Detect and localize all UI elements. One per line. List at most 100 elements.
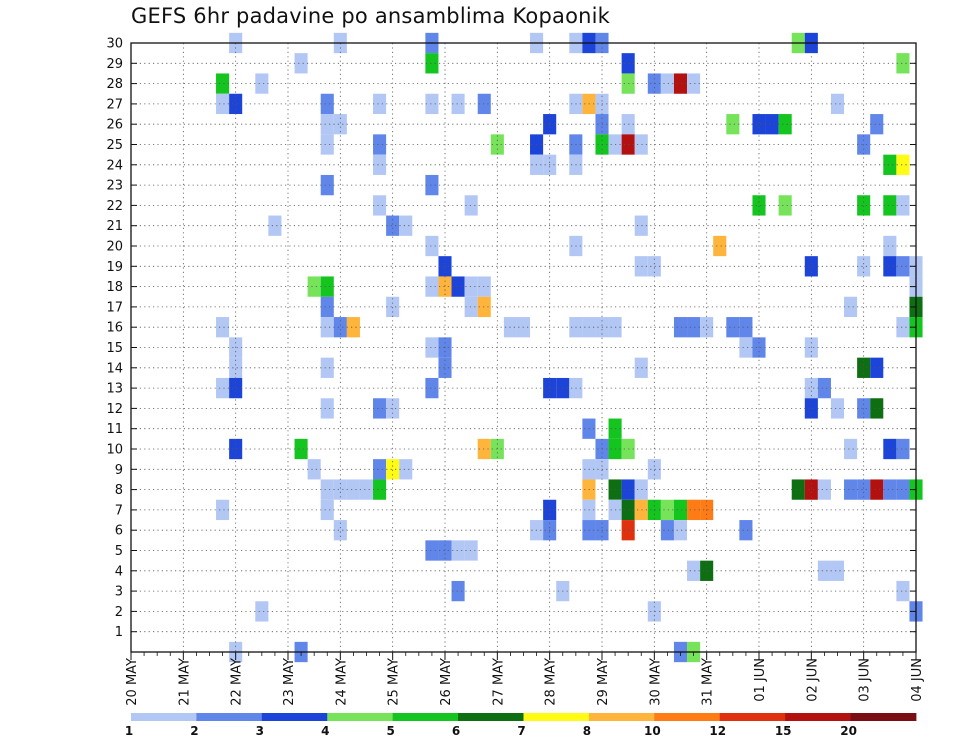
colorbar-swatch xyxy=(392,713,459,721)
y-tick-label: 13 xyxy=(106,382,123,397)
y-tick-label: 5 xyxy=(115,544,123,559)
heatmap-cell xyxy=(464,276,478,297)
y-tick-label: 24 xyxy=(106,158,123,173)
heatmap-cell xyxy=(634,479,648,500)
heatmap-cell xyxy=(294,53,308,74)
heatmap-cell xyxy=(425,377,439,399)
y-tick-label: 30 xyxy=(106,37,123,52)
heatmap-cell xyxy=(255,73,269,94)
colorbar-label: 6 xyxy=(452,724,460,738)
heatmap-cell xyxy=(883,235,897,257)
x-tick-label: 26 MAY xyxy=(439,658,454,706)
heatmap-cell xyxy=(804,377,818,399)
heatmap-cell xyxy=(216,317,230,338)
heatmap-cell xyxy=(870,357,884,378)
heatmap-cell xyxy=(687,499,701,521)
heatmap-cell xyxy=(673,317,688,338)
heatmap-cell xyxy=(477,438,491,460)
x-tick-label: 31 MAY xyxy=(701,658,716,706)
colorbar-label: 8 xyxy=(583,724,591,738)
y-tick-label: 3 xyxy=(115,585,123,600)
heatmap-cell xyxy=(621,134,635,155)
heatmap-cell xyxy=(896,256,910,277)
x-axis: 20 MAY 21 MAY 22 MAY 23 MAY 24 MAY 25 MAY 26 M… xyxy=(125,652,925,706)
heatmap-cell xyxy=(778,114,792,135)
heatmap-cell xyxy=(373,398,387,419)
heatmap-cell xyxy=(752,195,766,216)
y-tick-label: 14 xyxy=(106,361,123,376)
heatmap-cell xyxy=(307,276,321,297)
y-tick-label: 23 xyxy=(106,179,123,194)
heatmap-cell xyxy=(425,540,439,561)
heatmap-cells xyxy=(216,32,923,663)
heatmap-cell xyxy=(333,317,347,338)
heatmap-cell xyxy=(399,215,413,236)
heatmap-cell xyxy=(216,499,230,521)
heatmap-cell xyxy=(333,114,347,135)
y-tick-label: 17 xyxy=(106,300,123,315)
heatmap-cell xyxy=(883,195,897,216)
heatmap-cell xyxy=(778,195,792,216)
heatmap-cell xyxy=(386,215,400,236)
heatmap-cell xyxy=(817,560,831,581)
y-tick-label: 4 xyxy=(115,564,123,579)
heatmap-cell xyxy=(425,93,439,115)
colorbar-swatch xyxy=(523,713,590,721)
heatmap-cell xyxy=(739,317,753,338)
y-tick-label: 7 xyxy=(115,503,123,518)
heatmap-cell xyxy=(425,53,439,74)
heatmap-cell xyxy=(216,377,230,399)
heatmap-cell xyxy=(386,296,400,318)
heatmap-cell xyxy=(634,499,648,521)
colorbar-label: 3 xyxy=(256,724,264,738)
chart-title: GEFS 6hr padavine po ansamblima Kopaonik xyxy=(131,4,611,28)
heatmap-cell xyxy=(373,459,387,480)
heatmap-cell xyxy=(451,580,465,602)
x-tick-label: 25 MAY xyxy=(387,658,402,706)
colorbar: 1 2 3 4 5 6 7 8 10 12 15 20 xyxy=(125,713,917,738)
heatmap-cell xyxy=(333,520,347,541)
heatmap-cell xyxy=(216,73,230,94)
y-tick-label: 6 xyxy=(115,524,123,539)
heatmap-cell xyxy=(373,154,387,175)
heatmap-cell xyxy=(844,296,858,318)
y-axis: 1234567891011121314151617181920212223242… xyxy=(106,37,916,640)
y-tick-label: 28 xyxy=(106,77,123,92)
heatmap-cell xyxy=(726,114,740,135)
heatmap-cell xyxy=(804,256,818,277)
heatmap-cell xyxy=(830,93,845,115)
heatmap-cell xyxy=(634,215,648,236)
heatmap-cell xyxy=(320,479,334,500)
heatmap-cell xyxy=(726,317,740,338)
heatmap-cell xyxy=(700,317,714,338)
heatmap-cell xyxy=(896,438,910,460)
heatmap-cell xyxy=(634,134,648,155)
x-tick-label: 23 MAY xyxy=(282,658,297,706)
y-tick-label: 16 xyxy=(106,321,123,336)
heatmap-cell xyxy=(320,276,334,297)
heatmap-cell xyxy=(307,459,321,480)
heatmap-cell xyxy=(621,53,635,74)
heatmap-cell xyxy=(621,520,635,541)
heatmap-cell xyxy=(294,438,308,460)
heatmap-cell xyxy=(464,540,478,561)
heatmap-cell xyxy=(438,357,452,378)
heatmap-cell xyxy=(451,276,465,297)
heatmap-cell xyxy=(373,93,387,115)
heatmap-cell xyxy=(229,357,243,378)
heatmap-cell xyxy=(255,601,269,622)
heatmap-cell xyxy=(660,73,674,94)
x-tick-label: 22 MAY xyxy=(230,658,245,706)
heatmap-cell xyxy=(438,540,452,561)
heatmap-cell xyxy=(857,256,871,277)
y-tick-label: 22 xyxy=(106,199,123,214)
heatmap-cell xyxy=(870,398,884,419)
y-tick-label: 15 xyxy=(106,341,123,356)
x-tick-label: 01 JUN xyxy=(753,658,768,702)
heatmap-cell xyxy=(896,580,910,602)
colorbar-label: 10 xyxy=(644,724,661,738)
heatmap-cell xyxy=(373,479,387,500)
heatmap-cell xyxy=(687,560,701,581)
heatmap-cell xyxy=(373,134,387,155)
